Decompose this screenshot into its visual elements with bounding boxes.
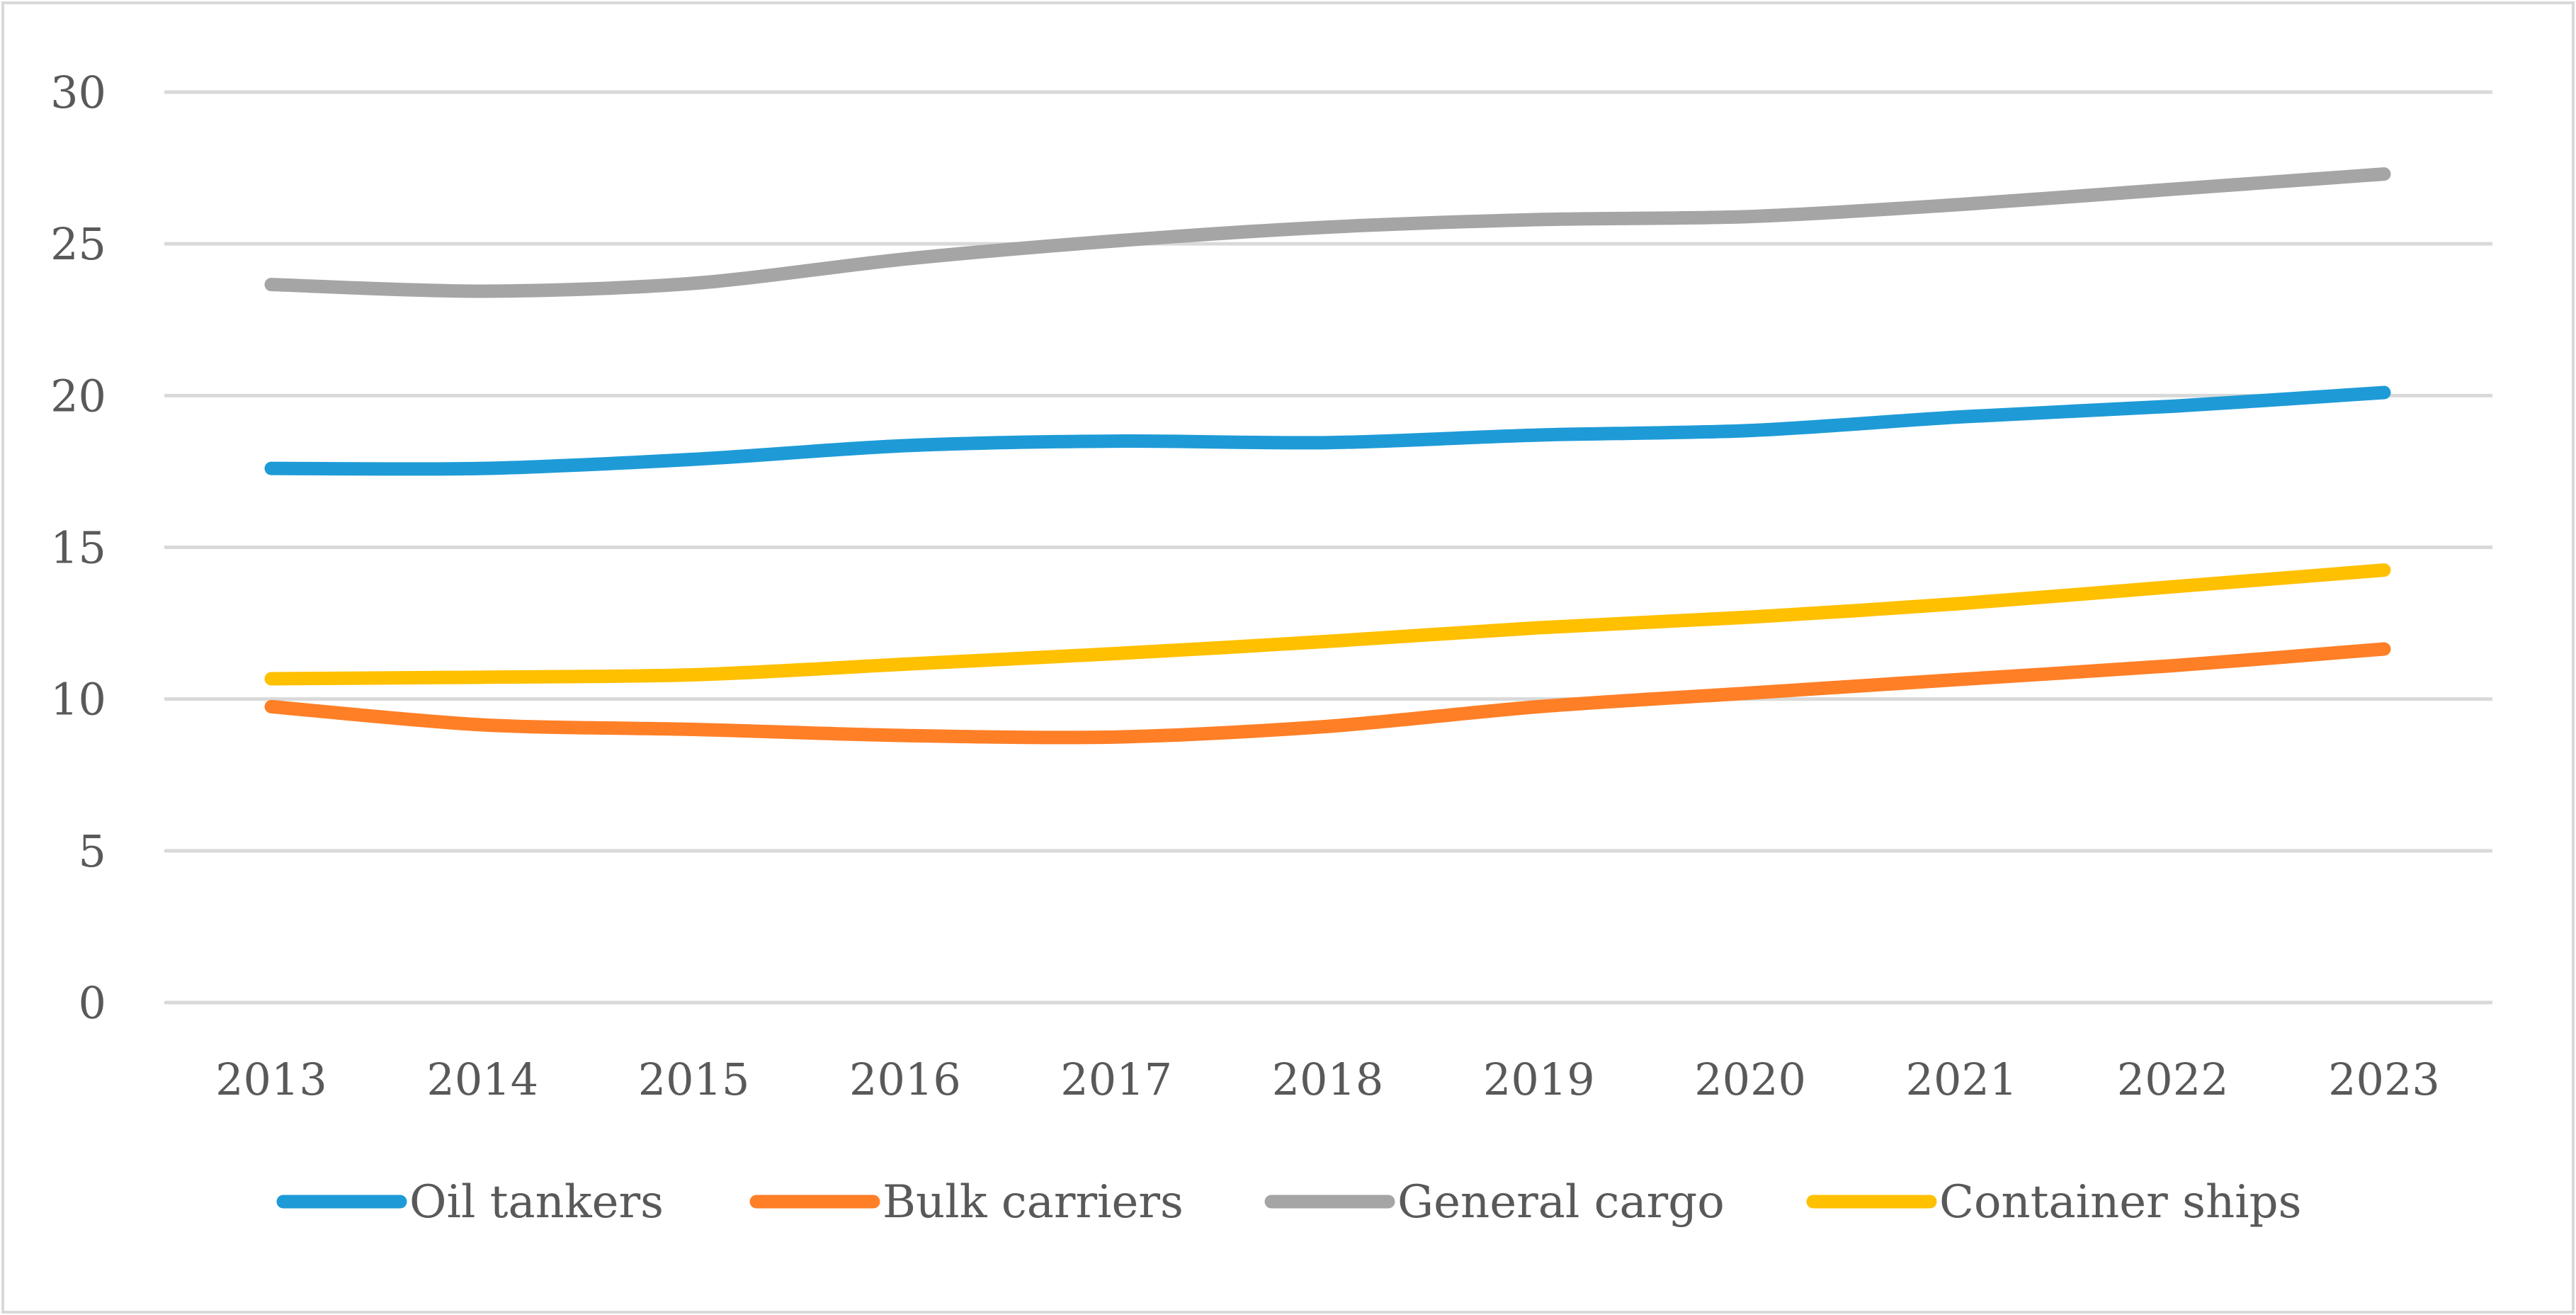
y-tick-label: 5 (79, 825, 106, 877)
y-tick-label: 15 (50, 522, 106, 574)
series-line-oil-tankers (264, 385, 2391, 476)
y-tick-label: 30 (50, 67, 106, 118)
y-tick-label: 20 (50, 370, 106, 422)
series-line-bulk-carriers (264, 642, 2391, 745)
legend-label: General cargo (1397, 1176, 1725, 1229)
legend-label: Container ships (1939, 1176, 2301, 1229)
x-tick-label: 2015 (638, 1054, 750, 1105)
x-tick-label: 2017 (1060, 1054, 1172, 1105)
legend-label: Oil tankers (409, 1176, 664, 1229)
x-tick-label: 2021 (1906, 1054, 2018, 1105)
y-tick-label: 10 (50, 674, 106, 726)
x-tick-label: 2022 (2117, 1054, 2229, 1105)
legend-item: Oil tankers (276, 1176, 664, 1229)
x-tick-label: 2016 (849, 1054, 961, 1105)
series-line-general-cargo (264, 167, 2391, 298)
x-tick-label: 2023 (2328, 1054, 2440, 1105)
legend-item: Container ships (1806, 1176, 2301, 1229)
y-tick-label: 25 (50, 218, 106, 270)
x-tick-label: 2014 (426, 1054, 538, 1105)
x-tick-label: 2018 (1272, 1054, 1384, 1105)
y-tick-label: 0 (79, 977, 106, 1029)
x-tick-label: 2019 (1483, 1054, 1595, 1105)
series-line-container-ships (264, 563, 2391, 686)
x-tick-label: 2020 (1694, 1054, 1806, 1105)
legend-item: General cargo (1264, 1176, 1725, 1229)
legend-label: Bulk carriers (883, 1176, 1184, 1229)
x-tick-label: 2013 (215, 1054, 327, 1105)
legend-item: Bulk carriers (749, 1176, 1184, 1229)
